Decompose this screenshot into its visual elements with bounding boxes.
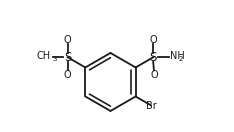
Text: O: O: [149, 35, 157, 45]
Text: S: S: [150, 51, 157, 64]
Text: S: S: [64, 51, 71, 64]
Text: O: O: [64, 35, 72, 45]
Text: Br: Br: [146, 101, 157, 111]
Text: O: O: [150, 70, 158, 80]
Text: CH: CH: [37, 51, 51, 61]
Text: O: O: [64, 70, 72, 80]
Text: NH: NH: [170, 51, 185, 61]
Text: 3: 3: [52, 56, 57, 62]
Text: 2: 2: [178, 56, 183, 62]
